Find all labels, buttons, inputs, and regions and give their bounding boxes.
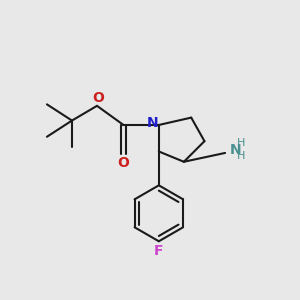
Text: H: H — [237, 138, 245, 148]
Text: O: O — [118, 156, 129, 170]
Text: N: N — [230, 143, 241, 157]
Text: F: F — [154, 244, 164, 258]
Text: O: O — [92, 92, 104, 106]
Text: N: N — [146, 116, 158, 130]
Text: H: H — [237, 152, 245, 161]
